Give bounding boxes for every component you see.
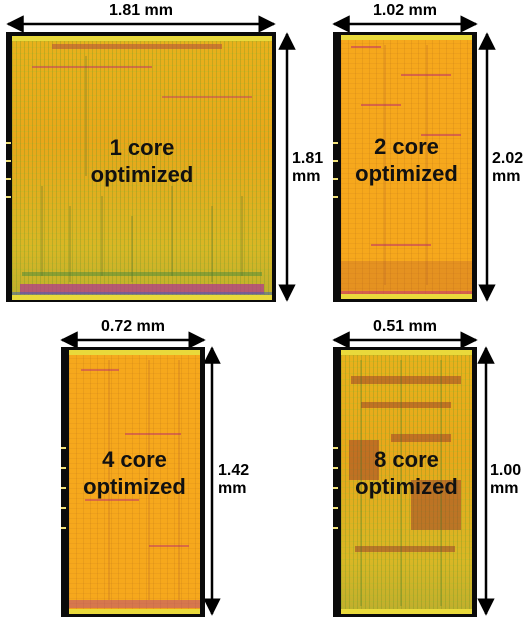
die-3: 4 core optimized [61,347,205,617]
power-rail-top-4 [341,350,472,355]
core-area-2: 2 core optimized [341,35,472,299]
height-label-4: 1.00 mm [490,462,522,497]
routing-texture-2 [341,45,472,294]
power-rail-bottom-4 [341,609,472,614]
die-4: 8 core optimized [333,347,477,617]
width-label-2: 1.02 mm [372,2,438,19]
width-label-4: 0.51 mm [372,318,438,335]
power-rail-top-3 [69,350,200,355]
power-rail-bottom-3 [69,609,200,614]
layout-label-3: 4 core optimized [83,447,186,499]
core-area-1: 1 core optimized [12,36,272,300]
layout-label-2: 2 core optimized [355,134,458,186]
io-pins-2 [333,142,339,222]
io-pins-4 [333,447,339,547]
power-rail-top-1 [12,36,272,41]
height-label-2: 2.02 mm [492,150,524,185]
width-label-3: 0.72 mm [100,318,166,335]
power-rail-bottom-1 [12,295,272,300]
io-pins-3 [61,447,67,547]
routing-texture-4 [349,360,461,606]
power-rail-top-2 [341,35,472,40]
die-2: 2 core optimized [333,32,477,302]
core-area-4: 8 core optimized [341,350,472,614]
routing-texture-3 [69,360,200,608]
io-pins-1 [6,142,12,222]
layout-label-4: 8 core optimized [355,447,458,499]
core-area-3: 4 core optimized [69,350,200,614]
routing-texture-1 [12,44,272,297]
power-rail-bottom-2 [341,294,472,299]
die-1: 1 core optimized [6,32,276,302]
height-label-3: 1.42 mm [218,462,250,497]
width-label-1: 1.81 mm [108,2,174,19]
layout-label-1: 1 core optimized [90,135,194,187]
height-label-1: 1.81 mm [292,150,324,185]
